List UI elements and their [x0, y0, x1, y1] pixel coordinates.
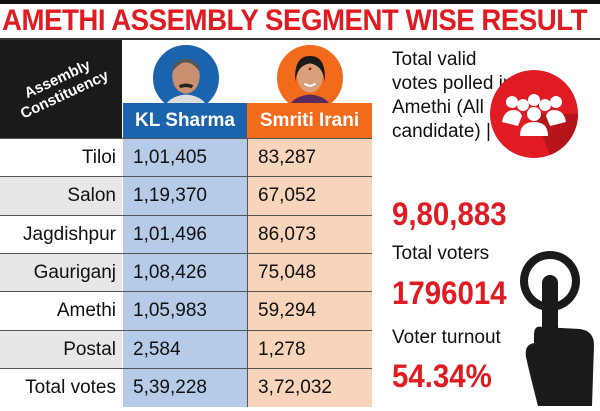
constituency-name: Total votes	[0, 368, 122, 407]
voter-turnout-label: Voter turnout	[392, 327, 501, 348]
smriti-irani-votes: 3,72,032	[247, 368, 372, 407]
kl-sharma-votes: 5,39,228	[123, 368, 247, 407]
kl-sharma-votes: 2,584	[123, 330, 247, 369]
smriti-irani-votes: 67,052	[247, 177, 372, 216]
title-rule	[0, 38, 600, 40]
header-kl-sharma: KL Sharma	[123, 103, 247, 138]
kl-sharma-votes: 1,05,983	[123, 292, 247, 331]
table-row: Total votes 5,39,228 3,72,032	[0, 367, 372, 407]
total-valid-votes-label: Total valid votes polled in Amethi (All …	[392, 49, 514, 142]
table-row: Amethi 1,05,983 59,294	[0, 291, 372, 331]
hand-pointing-icon	[520, 245, 600, 406]
total-voters-value: 1796014	[392, 275, 507, 311]
table-row: Salon 1,19,370 67,052	[0, 176, 372, 216]
constituency-name: Jagdishpur	[0, 215, 122, 254]
people-group-icon	[490, 70, 578, 158]
constituency-name: Salon	[0, 177, 122, 216]
top-bar	[0, 0, 600, 4]
table-row: Postal 2,584 1,278	[0, 329, 372, 369]
kl-sharma-votes: 1,01,405	[123, 139, 247, 177]
smriti-irani-votes: 59,294	[247, 292, 372, 331]
corner-header: Assembly Constituency	[0, 40, 122, 138]
constituency-name: Gauriganj	[0, 253, 122, 292]
total-voters-label: Total voters	[392, 243, 490, 264]
kl-sharma-votes: 1,08,426	[123, 253, 247, 292]
total-valid-votes-value: 9,80,883	[392, 196, 507, 232]
table-row: Jagdishpur 1,01,496 86,073	[0, 214, 372, 254]
smriti-irani-votes: 83,287	[247, 139, 372, 177]
voter-turnout-value: 54.34%	[392, 358, 492, 394]
header-smriti-irani: Smriti Irani	[247, 103, 372, 138]
constituency-name: Amethi	[0, 292, 122, 331]
constituency-name: Postal	[0, 330, 122, 369]
smriti-irani-photo	[274, 42, 346, 114]
smriti-irani-votes: 1,278	[247, 330, 372, 369]
table-row: Tiloi 1,01,405 83,287	[0, 138, 372, 177]
kl-sharma-votes: 1,19,370	[123, 177, 247, 216]
smriti-irani-votes: 86,073	[247, 215, 372, 254]
kl-sharma-votes: 1,01,496	[123, 215, 247, 254]
smriti-irani-votes: 75,048	[247, 253, 372, 292]
constituency-name: Tiloi	[0, 139, 122, 177]
page-title: AMETHI ASSEMBLY SEGMENT WISE RESULT	[2, 4, 588, 37]
corner-label: Assembly Constituency	[17, 56, 112, 123]
table-row: Gauriganj 1,08,426 75,048	[0, 252, 372, 292]
